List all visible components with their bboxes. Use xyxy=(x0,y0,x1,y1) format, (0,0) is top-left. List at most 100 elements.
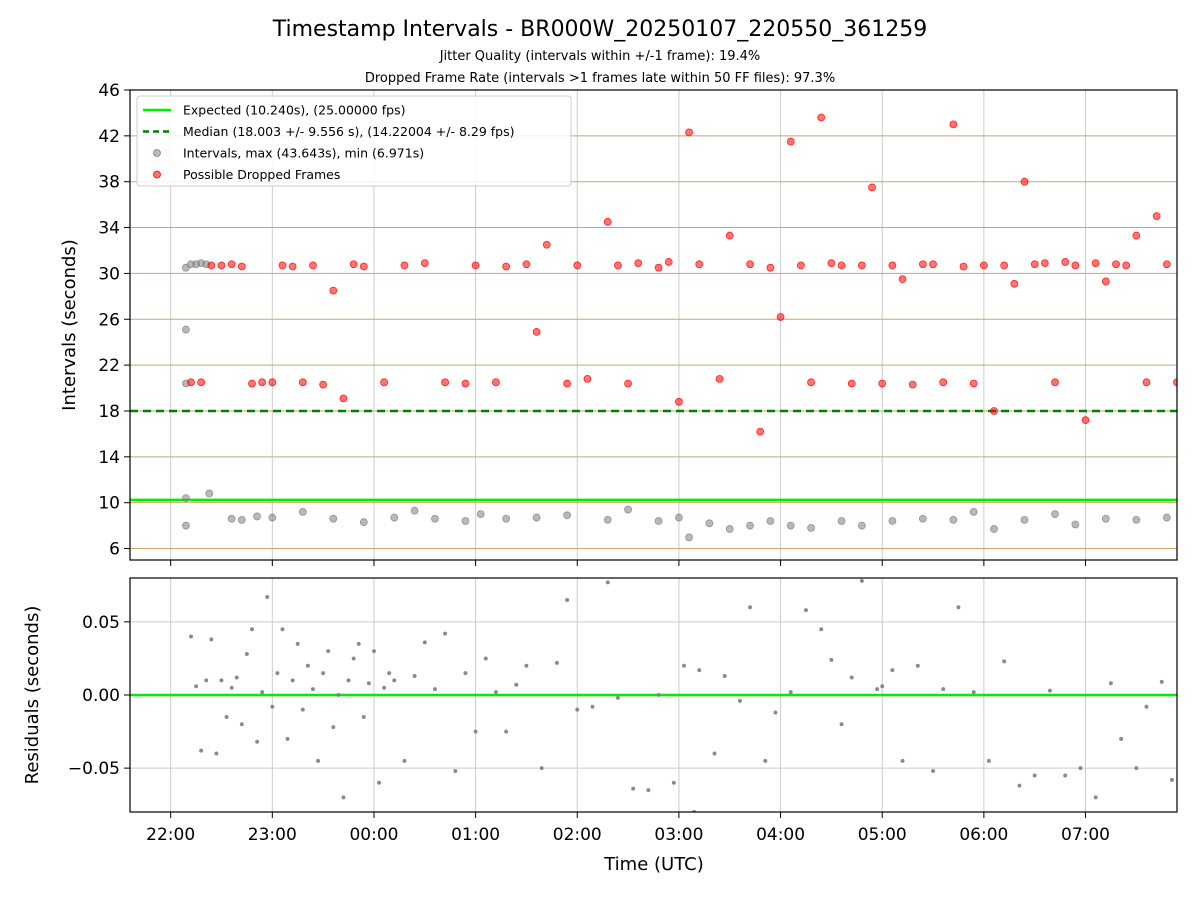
interval-point xyxy=(377,780,382,785)
dropped-frame-point xyxy=(522,260,531,269)
interval-point xyxy=(199,748,204,753)
y-tick-label: 0.00 xyxy=(82,686,120,706)
top-panel-frame xyxy=(129,89,1178,561)
interval-point xyxy=(412,673,417,678)
dropped-frame-point xyxy=(492,378,500,387)
dropped-frame-point xyxy=(756,427,765,436)
interval-point xyxy=(837,517,846,525)
interval-point xyxy=(746,521,754,530)
dropped-frame-point xyxy=(298,378,307,387)
dropped-frame-point xyxy=(349,260,358,269)
y-tick-label: 22 xyxy=(98,356,120,376)
dropped-frame-point xyxy=(461,379,470,388)
interval-point xyxy=(275,671,280,676)
interval-point xyxy=(1017,783,1022,788)
y-tick-label: 30 xyxy=(98,264,120,284)
dropped-frame-point xyxy=(583,374,592,383)
interval-point xyxy=(234,675,239,680)
interval-point xyxy=(705,519,714,528)
interval-point xyxy=(182,521,190,530)
dropped-frame-point xyxy=(1101,277,1110,286)
interval-point xyxy=(285,736,290,741)
dropped-frame-point xyxy=(248,379,256,388)
interval-point xyxy=(681,663,686,668)
legend-label: Possible Dropped Frames xyxy=(183,167,340,182)
interval-point xyxy=(214,751,219,756)
interval-point xyxy=(483,656,488,661)
intervals-panel: 6 10 14 18 22 26 30 34 38 42 46 xyxy=(98,81,1178,566)
interval-point xyxy=(990,525,998,533)
interval-point xyxy=(392,678,397,683)
interval-point xyxy=(239,722,244,727)
interval-point xyxy=(888,517,897,525)
dropped-frame-point xyxy=(278,261,287,270)
interval-point xyxy=(244,652,249,657)
dropped-frame-point xyxy=(664,258,673,266)
dropped-frame-point xyxy=(1051,378,1059,387)
x-tick-label: 02:00 xyxy=(553,825,602,845)
interval-point xyxy=(1132,515,1141,524)
interval-point xyxy=(615,695,620,700)
interval-point xyxy=(565,597,570,602)
interval-point xyxy=(329,514,338,523)
interval-point xyxy=(422,640,427,645)
dropped-frame-point xyxy=(502,262,511,271)
dropped-frame-point xyxy=(1173,378,1177,387)
interval-point xyxy=(918,514,927,523)
interval-point xyxy=(712,751,717,756)
dropped-frame-point xyxy=(776,313,785,321)
interval-point xyxy=(1002,659,1007,664)
interval-point xyxy=(514,682,519,687)
interval-point xyxy=(321,671,326,676)
x-tick-label: 03:00 xyxy=(654,825,703,845)
interval-point xyxy=(476,510,485,519)
dropped-frame-point xyxy=(197,378,206,387)
interval-point xyxy=(194,684,199,689)
dropped-frame-point xyxy=(675,397,683,406)
interval-point xyxy=(1134,766,1139,771)
dropped-frame-point xyxy=(339,394,348,403)
dropped-frame-point xyxy=(766,263,775,272)
interval-point xyxy=(1020,515,1029,524)
dropped-frame-point xyxy=(532,327,541,336)
interval-point xyxy=(646,788,651,793)
chart-subtitle-dropped: Dropped Frame Rate (intervals >1 frames … xyxy=(365,71,835,86)
dropped-frame-point xyxy=(990,407,998,415)
interval-point xyxy=(290,678,295,683)
dropped-frame-point xyxy=(746,260,754,269)
interval-point xyxy=(432,687,437,692)
interval-point xyxy=(443,631,448,636)
interval-point xyxy=(402,758,407,763)
dropped-frame-point xyxy=(685,128,693,137)
dropped-frame-point xyxy=(268,378,277,387)
dropped-frame-point xyxy=(319,380,328,389)
interval-point xyxy=(473,729,478,734)
interval-point xyxy=(773,710,778,715)
interval-point xyxy=(605,580,610,585)
dropped-frame-point xyxy=(1061,258,1070,266)
dropped-frame-point xyxy=(258,378,267,387)
dropped-frame-point xyxy=(542,240,551,249)
dropped-frame-point xyxy=(847,379,856,388)
interval-point xyxy=(1144,704,1149,709)
dropped-frame-point xyxy=(908,380,917,389)
interval-point xyxy=(431,514,439,523)
interval-point xyxy=(1093,795,1098,800)
chart-title: Timestamp Intervals - BR000W_20250107_22… xyxy=(272,17,928,42)
interval-point xyxy=(971,690,976,695)
dropped-frame-point xyxy=(400,261,409,270)
interval-point xyxy=(803,608,808,613)
dropped-frame-point xyxy=(288,262,297,271)
interval-point xyxy=(1063,773,1068,778)
dropped-frame-point xyxy=(715,374,724,383)
dropped-frame-point xyxy=(1040,259,1049,267)
x-tick-label: 00:00 xyxy=(349,825,398,845)
bottom-panel-plot-area xyxy=(130,578,1177,812)
dropped-frame-point xyxy=(1112,260,1120,269)
interval-point xyxy=(390,513,399,522)
interval-point xyxy=(387,671,392,676)
interval-point xyxy=(875,687,880,692)
interval-point xyxy=(675,513,683,522)
interval-point xyxy=(255,739,260,744)
interval-point xyxy=(859,578,864,583)
